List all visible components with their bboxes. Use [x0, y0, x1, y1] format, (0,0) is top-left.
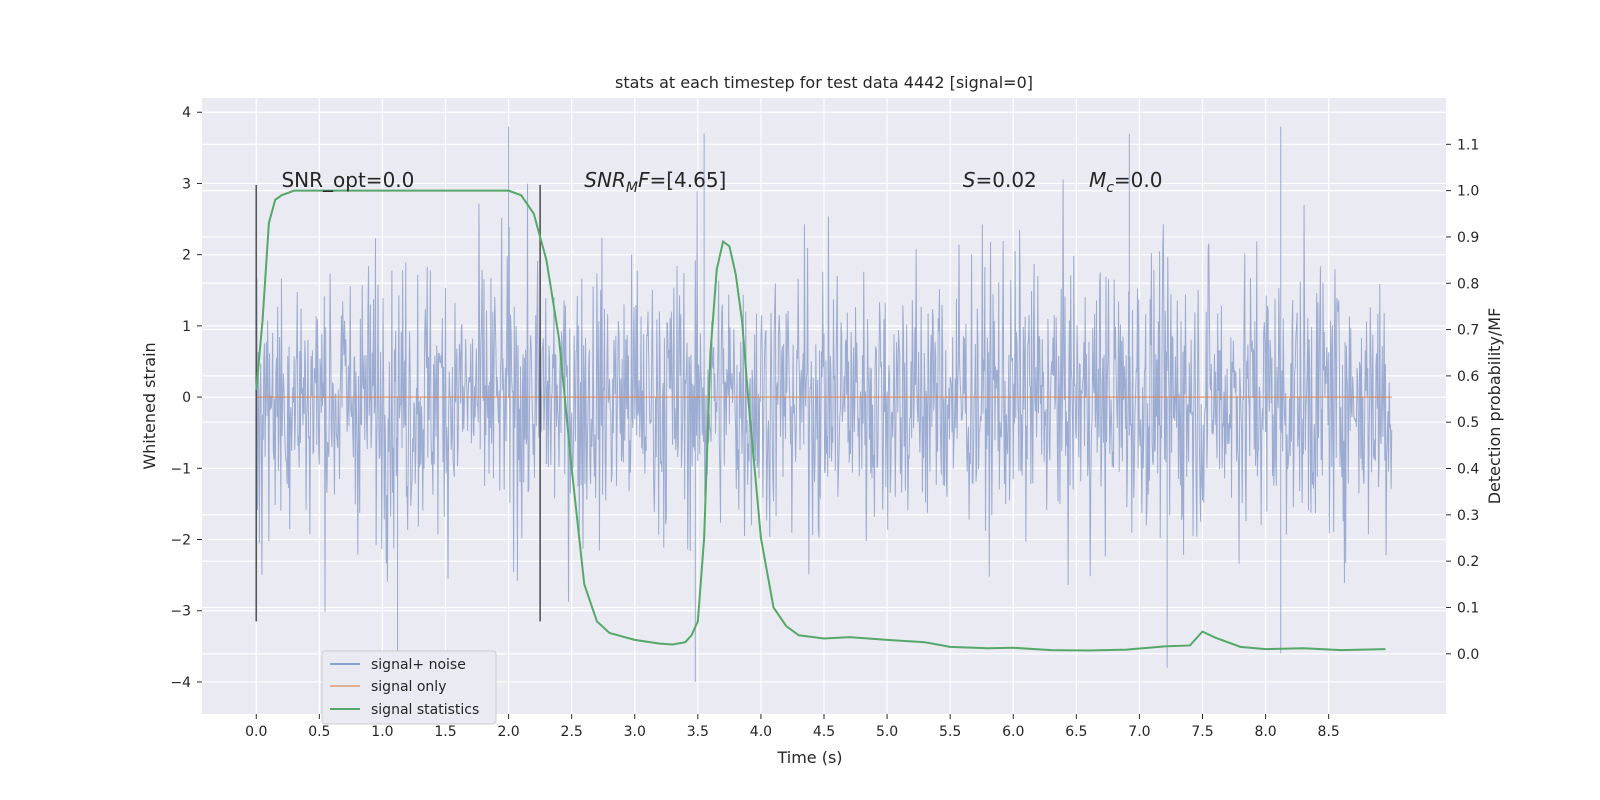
annotation-label: SNRMF=[4.65] [584, 168, 726, 196]
y-left-tick-label: 4 [182, 105, 191, 121]
x-tick-label: 4.0 [750, 724, 772, 740]
annotations: SNR_opt=0.0 SNRMF=[4.65] S=0.02 Mc=0.0 [281, 168, 1162, 196]
chart-title: stats at each timestep for test data 444… [615, 73, 1033, 92]
vertical-markers [255, 184, 541, 622]
y-right-axis-label: Detection probability/MF [1485, 308, 1504, 505]
y-right-tick-label: 1.0 [1457, 184, 1479, 200]
x-tick-label: 4.5 [813, 724, 835, 740]
legend: signal+ noise signal only signal statist… [321, 650, 497, 725]
y-left-tick-label: 0 [182, 390, 191, 406]
y-left-axis-ticks: −4 −3 −2 −1 0 1 2 3 4 [170, 105, 202, 691]
y-right-tick-label: 0.0 [1457, 647, 1479, 663]
y-left-tick-label: −4 [170, 675, 191, 691]
x-tick-label: 6.0 [1002, 724, 1024, 740]
y-right-tick-label: 1.1 [1457, 137, 1479, 153]
y-right-tick-label: 0.7 [1457, 323, 1479, 339]
y-left-tick-label: −1 [170, 461, 191, 477]
x-tick-label: 6.5 [1065, 724, 1087, 740]
legend-label-signal-statistics: signal statistics [371, 702, 479, 718]
x-tick-label: 1.0 [371, 724, 393, 740]
x-tick-label: 8.5 [1318, 724, 1340, 740]
legend-label-signal-noise: signal+ noise [371, 657, 466, 673]
legend-label-signal-only: signal only [371, 679, 446, 695]
x-tick-label: 5.5 [939, 724, 961, 740]
y-left-tick-label: 3 [182, 176, 191, 192]
legend-box [321, 650, 497, 725]
noise-trace [255, 126, 1393, 682]
x-tick-label: 8.0 [1254, 724, 1276, 740]
x-tick-label: 1.5 [434, 724, 456, 740]
x-tick-label: 2.0 [497, 724, 519, 740]
annotation-label: S=0.02 [963, 168, 1037, 192]
signal-statistics-line [255, 189, 1386, 652]
y-left-axis-label: Whitened strain [140, 342, 159, 469]
x-tick-label: 7.5 [1191, 724, 1213, 740]
x-tick-label: 7.0 [1128, 724, 1150, 740]
y-right-tick-label: 0.3 [1457, 508, 1479, 524]
x-tick-label: 0.0 [245, 724, 267, 740]
y-left-tick-label: −3 [170, 604, 191, 620]
y-right-tick-label: 0.1 [1457, 600, 1479, 616]
series-signal-statistics [255, 189, 1386, 652]
y-left-tick-label: −2 [170, 533, 191, 549]
y-right-tick-label: 0.9 [1457, 230, 1479, 246]
annotation-label: Mc=0.0 [1089, 168, 1163, 196]
y-right-axis-ticks: 0.0 0.1 0.2 0.3 0.4 0.5 0.6 0.7 0.8 0.9 1.0 1.1 [1446, 137, 1479, 663]
x-tick-label: 3.5 [687, 724, 709, 740]
x-tick-label: 2.5 [561, 724, 583, 740]
y-left-tick-label: 1 [182, 319, 191, 335]
y-right-tick-label: 0.2 [1457, 554, 1479, 570]
y-right-tick-label: 0.5 [1457, 415, 1479, 431]
y-right-tick-label: 0.8 [1457, 276, 1479, 292]
y-right-tick-label: 0.6 [1457, 369, 1479, 385]
x-axis-label: Time (s) [776, 748, 842, 767]
y-right-tick-label: 0.4 [1457, 462, 1479, 478]
x-tick-label: 0.5 [308, 724, 330, 740]
x-tick-label: 3.0 [624, 724, 646, 740]
series-signal-noise [255, 126, 1393, 682]
annotation-label: SNR_opt=0.0 [281, 168, 414, 192]
x-tick-label: 5.0 [876, 724, 898, 740]
x-axis-ticks: 0.0 0.5 1.0 1.5 2.0 2.5 3.0 3.5 4.0 4.5 5.0 5.5 6.0 6… [245, 714, 1340, 740]
y-left-tick-label: 2 [182, 248, 191, 264]
